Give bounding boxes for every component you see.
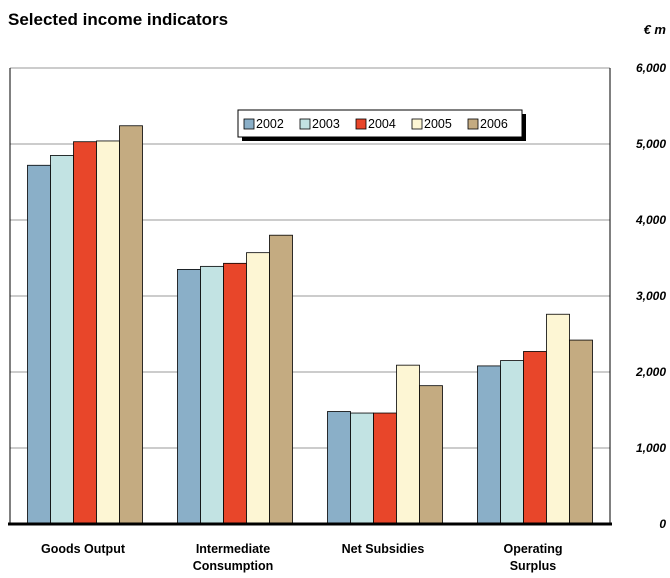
bar	[200, 265, 224, 525]
category-label: Operating	[503, 542, 562, 556]
bar	[177, 268, 201, 525]
unit-label: € m	[643, 22, 666, 37]
bar	[269, 234, 293, 525]
legend-label: 2006	[480, 117, 508, 131]
legend-label: 2005	[424, 117, 452, 131]
bar	[396, 364, 420, 525]
y-tick-label: 6,000	[636, 61, 666, 75]
bar	[327, 411, 351, 525]
legend-swatch	[243, 118, 255, 130]
y-tick-label: 1,000	[636, 441, 666, 455]
category-label: Surplus	[510, 559, 557, 573]
y-tick-label: 2,000	[635, 365, 666, 379]
bar	[246, 252, 270, 525]
legend-label: 2002	[256, 117, 284, 131]
bar	[50, 154, 74, 525]
chart-title: Selected income indicators	[8, 10, 229, 29]
category-label: Net Subsidies	[342, 542, 425, 556]
category-label: Consumption	[193, 559, 274, 573]
legend-swatch	[411, 118, 423, 130]
legend-swatch	[467, 118, 479, 130]
bar	[477, 365, 501, 525]
y-tick-label: 4,000	[635, 213, 666, 227]
bar	[500, 360, 524, 525]
bar	[119, 125, 143, 525]
bar	[27, 164, 51, 525]
bar	[350, 412, 374, 525]
bar	[96, 140, 120, 525]
y-tick-label: 5,000	[636, 137, 666, 151]
bar	[373, 412, 397, 525]
bar	[523, 351, 547, 525]
legend-swatch	[355, 118, 367, 130]
y-tick-label: 3,000	[636, 289, 666, 303]
category-label: Intermediate	[196, 542, 270, 556]
bar	[73, 141, 97, 525]
legend-label: 2003	[312, 117, 340, 131]
bar	[546, 313, 570, 525]
bar	[569, 339, 593, 525]
bar	[419, 385, 443, 525]
category-label: Goods Output	[41, 542, 126, 556]
legend-label: 2004	[368, 117, 396, 131]
y-tick-label: 0	[659, 517, 666, 531]
bar	[223, 262, 247, 525]
legend-swatch	[299, 118, 311, 130]
